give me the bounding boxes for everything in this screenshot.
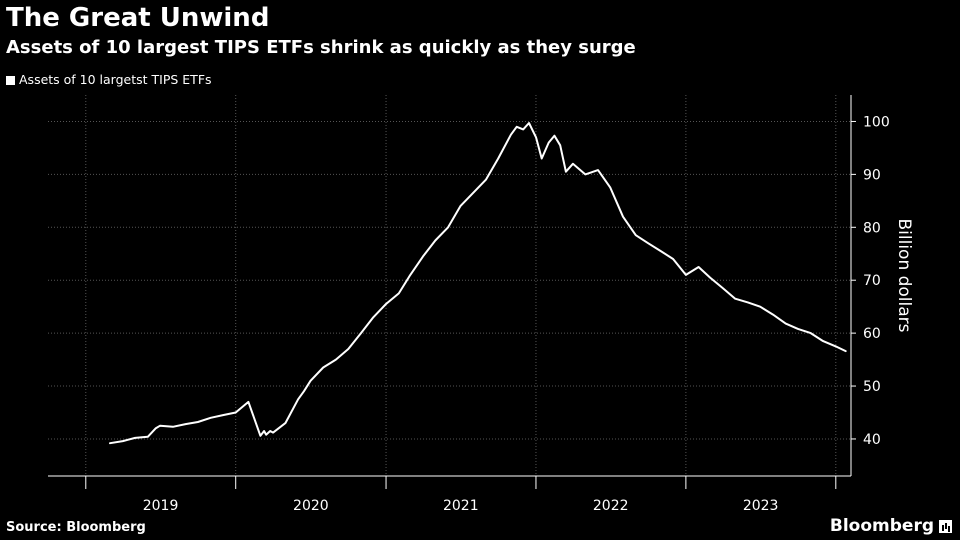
y-tick-label: 40	[863, 432, 881, 448]
brand-name: Bloomberg	[829, 516, 934, 536]
series-group	[109, 122, 847, 445]
bar-chart-icon	[939, 519, 952, 533]
brand-logo: Bloomberg	[830, 515, 952, 537]
y-axis-label: Billion dollars	[894, 218, 914, 332]
x-tick-label: 2022	[593, 498, 629, 514]
x-tick-label: 2020	[293, 498, 329, 514]
series-line	[109, 122, 847, 445]
y-axis: 40 50 60 70 80 90 100 Billion dollars	[850, 95, 914, 476]
legend-label: Assets of 10 largetst TIPS ETFs	[19, 72, 212, 87]
y-tick-label: 100	[863, 114, 890, 130]
y-tick-label: 80	[863, 220, 881, 236]
x-axis: 2019 2020 2021 2022 2023	[48, 475, 851, 514]
y-tick-label: 60	[863, 326, 881, 342]
y-tick-label: 70	[863, 273, 881, 289]
source-note: Source: Bloomberg	[6, 520, 146, 535]
legend: Assets of 10 largetst TIPS ETFs	[6, 72, 212, 88]
chart-subtitle: Assets of 10 largest TIPS ETFs shrink as…	[6, 37, 636, 58]
grid	[48, 95, 851, 476]
legend-swatch	[6, 75, 15, 85]
x-tick-label: 2019	[143, 498, 179, 514]
y-tick-label: 90	[863, 167, 881, 183]
chart-title: The Great Unwind	[6, 3, 270, 33]
x-tick-label: 2023	[743, 498, 779, 514]
x-tick-label: 2021	[443, 498, 479, 514]
y-tick-label: 50	[863, 379, 881, 395]
